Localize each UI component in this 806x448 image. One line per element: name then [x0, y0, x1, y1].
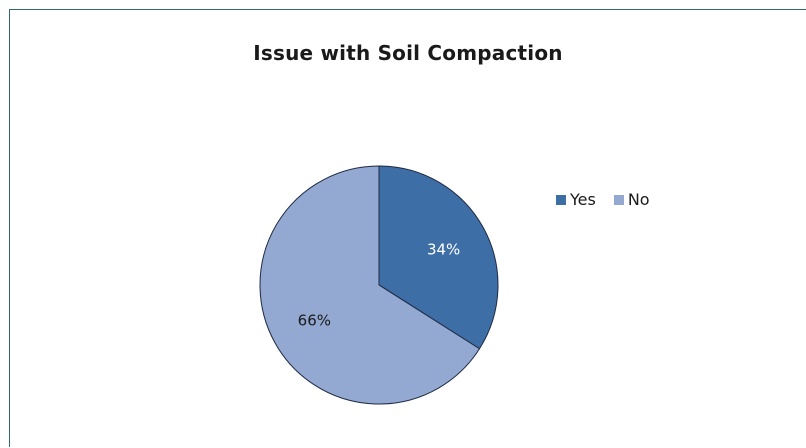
chart-frame: Issue with Soil Compaction 34% 66% Yes No: [9, 9, 806, 447]
legend-swatch-no: [613, 194, 624, 205]
pie-slice-yes: [378, 165, 499, 350]
data-label-no: 66%: [298, 312, 331, 330]
pie-chart: 34% 66%: [259, 165, 499, 405]
legend-label-no: No: [627, 190, 650, 209]
legend-swatch-yes: [556, 194, 566, 205]
legend-item-no: No: [613, 190, 650, 209]
chart-title: Issue with Soil Compaction: [253, 41, 563, 65]
legend-item-yes: Yes: [556, 190, 596, 209]
data-label-yes: 34%: [427, 240, 460, 258]
legend-label-yes: Yes: [570, 190, 596, 209]
legend: Yes No: [556, 190, 668, 209]
pie-slice-no: [259, 165, 481, 405]
